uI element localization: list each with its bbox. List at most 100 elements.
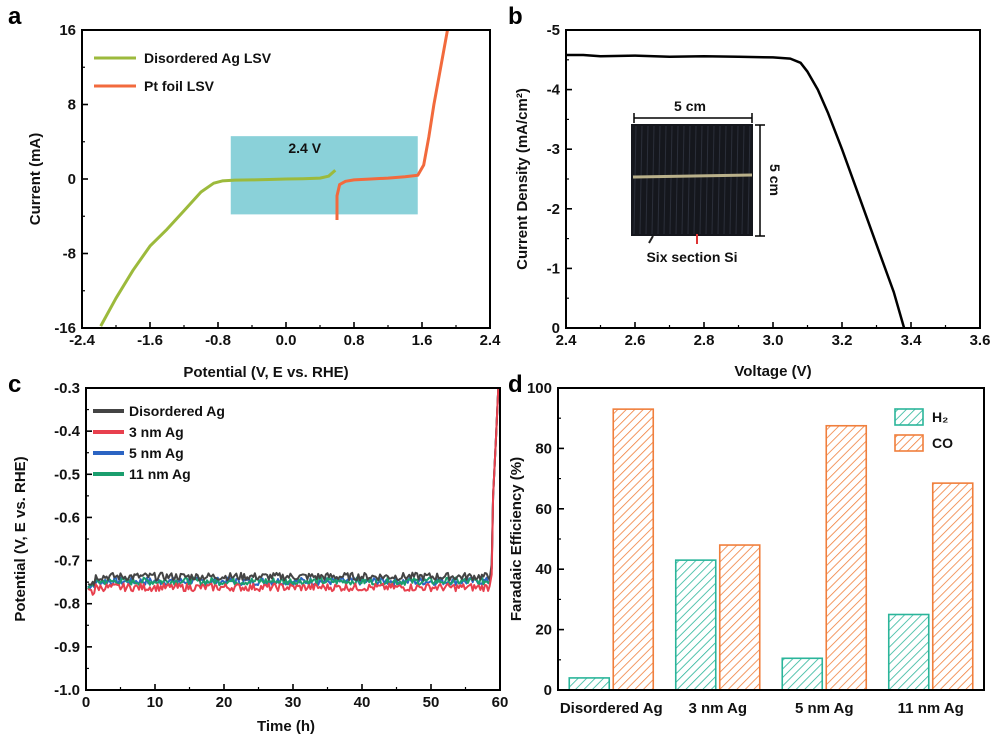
c-y-tick-label: -0.9 <box>54 639 80 656</box>
solar-cell-finger <box>747 125 751 235</box>
c-x-tick-label: 40 <box>354 694 371 711</box>
panel-label-c: c <box>8 371 21 398</box>
c-y-tick-label: -0.7 <box>54 553 80 570</box>
c-y-tick-label: -1.0 <box>54 682 80 699</box>
d-x-category-label: Disordered Ag <box>560 700 663 717</box>
c-y-axis-label: Potential (V, E vs. RHE) <box>12 456 29 621</box>
c-x-tick-label: 30 <box>285 694 302 711</box>
d-y-tick-label: 80 <box>535 440 552 457</box>
a-x-axis-label: Potential (V, E vs. RHE) <box>183 364 348 381</box>
solar-cell-finger <box>693 125 697 235</box>
b-y-tick-label: -4 <box>547 82 561 99</box>
d-bar-h2 <box>568 677 611 691</box>
solar-cell-finger <box>657 125 661 235</box>
b-x-tick-label: 3.0 <box>763 332 784 349</box>
d-bar-h2 <box>887 613 930 691</box>
solar-cell-finger <box>699 125 703 235</box>
a-y-tick-label: 16 <box>59 22 76 39</box>
solar-cell-finger <box>675 125 679 235</box>
d-y-tick-label: 100 <box>527 380 552 397</box>
c-legend-label-2: 5 nm Ag <box>129 445 184 461</box>
b-y-tick-label: -1 <box>547 260 560 277</box>
a-y-axis-label: Current (mA) <box>27 133 44 226</box>
solar-cell-finger <box>711 125 715 235</box>
c-series-line-0 <box>87 387 500 587</box>
solar-cell-finger <box>687 125 691 235</box>
d-x-category-label: 5 nm Ag <box>795 700 854 717</box>
b-x-tick-label: 3.4 <box>901 332 923 349</box>
c-series-line-1 <box>87 387 500 596</box>
solar-cell-finger <box>723 125 727 235</box>
a-x-tick-label: -2.4 <box>69 332 96 349</box>
d-bar-co <box>612 408 655 691</box>
c-legend-label-1: 3 nm Ag <box>129 424 184 440</box>
d-legend-label-0: H₂ <box>932 409 948 425</box>
d-y-tick-label: 40 <box>535 561 552 578</box>
b-x-tick-label: 2.4 <box>556 332 578 349</box>
b-x-tick-label: 2.8 <box>694 332 715 349</box>
b-y-axis-label: Current Density (mA/cm²) <box>514 88 531 270</box>
a-x-tick-label: 2.4 <box>480 332 502 349</box>
d-bar-co <box>718 544 761 691</box>
panel-c: c 0 10 20 30 40 50 60 -1.0 -0.9 -0.8 -0.7 -0.6 -0.5 -0… <box>8 371 508 735</box>
c-y-tick-label: -0.5 <box>54 466 80 483</box>
panel-a: a 2.4 V -2.4 -1.6 -0.8 0.0 0.8 1.6 2.4 -16 -8 0 8 16 P… <box>8 3 501 381</box>
c-x-tick-label: 50 <box>423 694 440 711</box>
b-x-axis-label: Voltage (V) <box>734 363 811 380</box>
a-x-tick-label: 0.0 <box>276 332 297 349</box>
a-x-tick-label: -0.8 <box>205 332 231 349</box>
d-bar-h2 <box>781 657 824 691</box>
solar-cell-photo <box>631 124 753 236</box>
solar-cell-finger <box>633 125 637 235</box>
a-x-tick-label: 0.8 <box>344 332 365 349</box>
a-legend-label-1: Pt foil LSV <box>144 78 215 94</box>
solar-cell-busbar <box>632 173 753 179</box>
solar-cell-finger <box>735 125 739 235</box>
solar-cell-finger <box>729 125 733 235</box>
panel-label-b: b <box>508 3 523 30</box>
d-bar-h2 <box>674 559 717 691</box>
solar-cell-finger <box>639 125 643 235</box>
a-y-tick-label: 8 <box>68 97 76 114</box>
d-y-tick-label: 60 <box>535 501 552 518</box>
a-y-tick-label: -8 <box>63 246 76 263</box>
c-x-axis-label: Time (h) <box>257 718 315 735</box>
inset-lead-black <box>648 235 654 244</box>
b-x-tick-label: 2.6 <box>625 332 646 349</box>
c-legend-label-3: 11 nm Ag <box>129 466 191 482</box>
c-y-tick-label: -0.4 <box>54 423 81 440</box>
a-y-tick-label: -16 <box>54 320 76 337</box>
panel-b: b 2.4 2.6 2.8 3.0 3.2 3.4 3.6 -5 -4 -3 -2 -1 0 Voltage… <box>508 3 990 380</box>
b-y-tick-label: -3 <box>547 141 560 158</box>
voltage-gap-label: 2.4 V <box>288 140 321 156</box>
b-series-line <box>566 53 906 329</box>
a-series-line-0 <box>99 169 337 327</box>
c-y-tick-label: -0.3 <box>54 380 80 397</box>
b-y-tick-label: 0 <box>552 320 560 337</box>
inset-caption: Six section Si <box>646 249 737 265</box>
d-bar-co <box>825 424 868 691</box>
panel-label-a: a <box>8 3 22 30</box>
solar-cell-finger <box>669 125 673 235</box>
solar-cell-finger <box>705 125 709 235</box>
c-x-tick-label: 0 <box>82 694 90 711</box>
d-bar-co <box>931 482 974 691</box>
inset-height-label: 5 cm <box>767 164 783 196</box>
d-legend-swatch-1 <box>894 434 924 452</box>
c-y-tick-label: -0.6 <box>54 509 80 526</box>
d-legend-label-1: CO <box>932 435 953 451</box>
a-series-line-1 <box>335 29 449 220</box>
c-x-tick-label: 20 <box>216 694 233 711</box>
solar-cell-finger <box>717 125 721 235</box>
solar-cell-inset: 5 cm 5 cm Six section Si <box>631 98 783 265</box>
d-y-axis-label: Faradaic Efficiency (%) <box>508 457 525 621</box>
c-x-tick-label: 60 <box>492 694 509 711</box>
solar-cell-finger <box>663 125 667 235</box>
panel-d: d Disordered Ag 3 nm Ag 5 nm Ag 11 nm Ag 0 20 4… <box>508 371 985 717</box>
b-y-tick-label: -5 <box>547 22 560 39</box>
d-y-tick-label: 20 <box>535 622 552 639</box>
c-y-tick-label: -0.8 <box>54 596 80 613</box>
d-x-category-label: 3 nm Ag <box>688 700 747 717</box>
panel-label-d: d <box>508 371 523 398</box>
